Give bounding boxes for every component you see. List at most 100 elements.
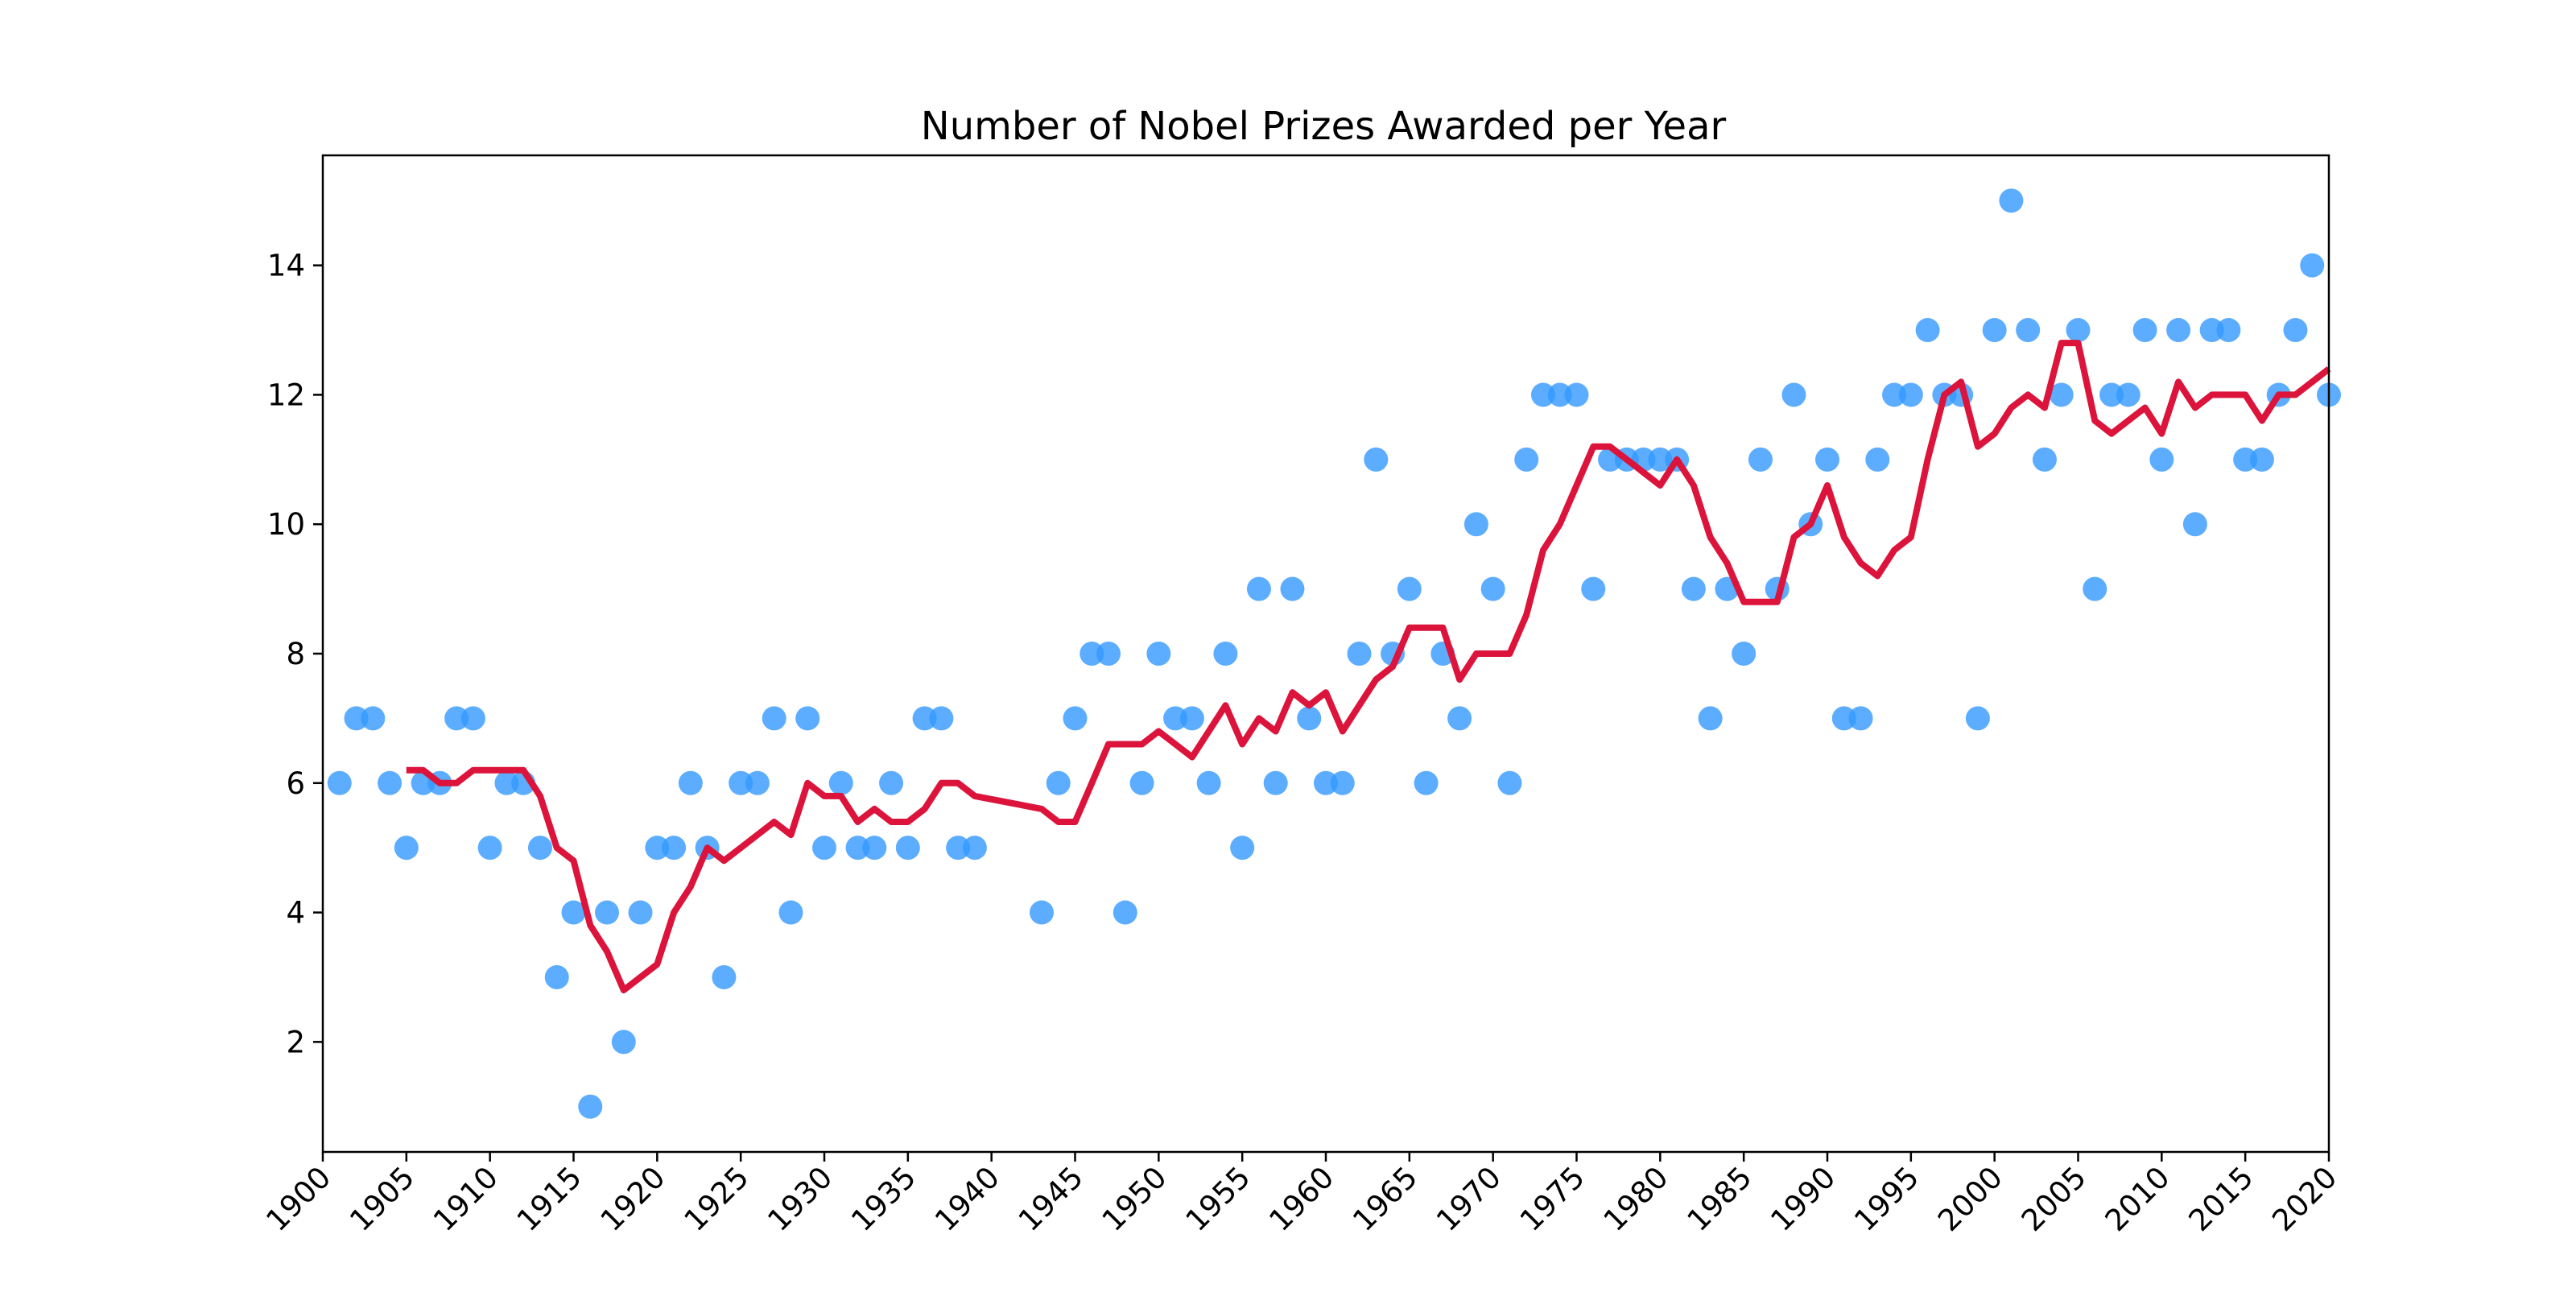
data-point bbox=[1230, 836, 1255, 861]
data-point bbox=[1698, 706, 1723, 731]
data-point bbox=[1129, 770, 1154, 795]
x-tick-label: 1980 bbox=[1597, 1160, 1675, 1238]
data-point bbox=[1029, 900, 1054, 925]
data-point bbox=[1898, 382, 1923, 407]
data-point bbox=[1414, 770, 1439, 795]
data-point bbox=[344, 706, 369, 731]
data-point bbox=[662, 836, 687, 861]
data-point bbox=[1999, 188, 2024, 213]
x-tick-label: 2015 bbox=[2182, 1160, 2260, 1238]
data-point bbox=[946, 836, 971, 861]
data-point bbox=[1748, 447, 1773, 472]
x-tick-label: 2020 bbox=[2265, 1160, 2343, 1238]
data-point bbox=[895, 836, 920, 861]
x-tick-label: 1960 bbox=[1262, 1160, 1340, 1238]
data-point bbox=[1581, 576, 1606, 601]
data-point bbox=[1297, 706, 1322, 731]
data-point bbox=[2149, 447, 2174, 472]
data-point bbox=[2132, 318, 2157, 343]
data-point bbox=[494, 770, 519, 795]
data-point bbox=[1314, 770, 1338, 795]
data-point bbox=[1096, 642, 1121, 666]
x-tick-label: 1900 bbox=[259, 1160, 337, 1238]
data-point bbox=[678, 770, 703, 795]
x-tick-label: 1920 bbox=[594, 1160, 672, 1238]
y-tick-label: 6 bbox=[286, 766, 305, 801]
data-point bbox=[1163, 706, 1188, 731]
scatter-points bbox=[327, 188, 2341, 1119]
y-tick-label: 10 bbox=[267, 507, 305, 542]
data-point bbox=[1497, 770, 1522, 795]
data-point bbox=[645, 836, 670, 861]
data-point bbox=[795, 706, 820, 731]
data-point bbox=[561, 900, 586, 925]
data-point bbox=[578, 1094, 603, 1119]
data-point bbox=[879, 770, 904, 795]
data-point bbox=[912, 706, 937, 731]
data-point bbox=[2099, 382, 2124, 407]
x-tick-label: 2000 bbox=[1931, 1160, 2009, 1238]
x-tick-label: 1950 bbox=[1096, 1160, 1174, 1238]
x-tick-label: 1935 bbox=[844, 1160, 923, 1238]
data-point bbox=[962, 836, 987, 861]
data-point bbox=[745, 770, 770, 795]
data-point bbox=[1347, 642, 1372, 666]
data-point bbox=[2249, 447, 2274, 472]
data-point bbox=[1113, 900, 1137, 925]
data-point bbox=[1196, 770, 1221, 795]
data-point bbox=[1648, 447, 1673, 472]
data-point bbox=[544, 964, 569, 989]
data-point bbox=[1146, 642, 1171, 666]
x-tick-label: 1910 bbox=[427, 1160, 505, 1238]
data-point bbox=[2066, 318, 2091, 343]
data-point bbox=[2116, 382, 2140, 407]
data-point bbox=[1263, 770, 1288, 795]
data-point bbox=[1063, 706, 1088, 731]
data-point bbox=[1330, 770, 1355, 795]
data-point bbox=[1732, 642, 1757, 666]
data-point bbox=[1463, 512, 1488, 537]
data-point bbox=[828, 770, 853, 795]
data-point bbox=[2216, 318, 2241, 343]
y-tick-label: 12 bbox=[267, 378, 305, 412]
x-tick-label: 1970 bbox=[1430, 1160, 1508, 1238]
data-point bbox=[1480, 576, 1505, 601]
data-point bbox=[1547, 382, 1572, 407]
data-point bbox=[477, 836, 502, 861]
data-point bbox=[1447, 706, 1472, 731]
data-point bbox=[1865, 447, 1890, 472]
data-point bbox=[2283, 318, 2308, 343]
x-tick-label: 1965 bbox=[1346, 1160, 1424, 1238]
data-point bbox=[1831, 706, 1856, 731]
data-point bbox=[2233, 447, 2258, 472]
data-point bbox=[862, 836, 887, 861]
trend-line-layer bbox=[406, 340, 2331, 993]
data-point bbox=[2083, 576, 2107, 601]
data-point bbox=[628, 900, 653, 925]
y-tick-label: 4 bbox=[286, 896, 305, 931]
data-point bbox=[1915, 318, 1940, 343]
plot-frame bbox=[321, 154, 2330, 1154]
data-point bbox=[527, 836, 552, 861]
data-point bbox=[361, 706, 386, 731]
data-point bbox=[1364, 447, 1389, 472]
x-tick-label: 1995 bbox=[1847, 1160, 1926, 1238]
data-point bbox=[2049, 382, 2074, 407]
data-point bbox=[929, 706, 954, 731]
data-point bbox=[2016, 318, 2041, 343]
data-point bbox=[2300, 253, 2325, 278]
x-tick-label: 1915 bbox=[510, 1160, 588, 1238]
data-point bbox=[1965, 706, 1990, 731]
data-point bbox=[762, 706, 786, 731]
x-tick-label: 1925 bbox=[678, 1160, 756, 1238]
x-tick-label: 1985 bbox=[1681, 1160, 1759, 1238]
data-point bbox=[1882, 382, 1907, 407]
data-point bbox=[460, 706, 485, 731]
data-point bbox=[1564, 382, 1589, 407]
data-point bbox=[1815, 447, 1839, 472]
data-point bbox=[1781, 382, 1806, 407]
data-point bbox=[729, 770, 753, 795]
x-tick-label: 2005 bbox=[2015, 1160, 2093, 1238]
